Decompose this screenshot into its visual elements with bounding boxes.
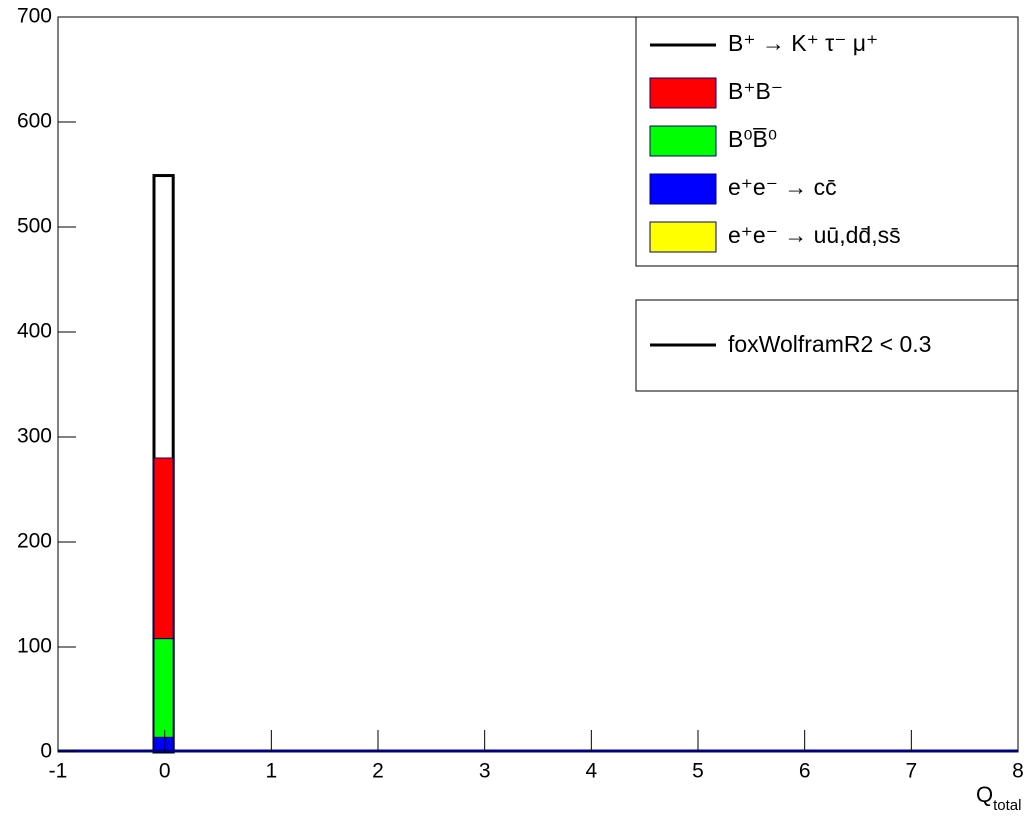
legend-swatch	[649, 125, 717, 157]
x-tick-label: 0	[159, 760, 171, 783]
x-axis-label: Qtotal	[976, 782, 1021, 814]
y-tick-label: 300	[17, 425, 52, 448]
y-tick-label: 500	[17, 215, 52, 238]
x-tick-label: 3	[479, 760, 491, 783]
legend-label: B⁺B⁻	[728, 78, 783, 104]
stack-segment	[153, 457, 174, 640]
x-tick-label: 8	[1012, 760, 1024, 783]
legend: B⁺ → K⁺ τ⁻ μ⁺ B⁺B⁻ B⁰B̅⁰ e⁺e⁻ → cc̄ e⁺e⁻ → u…	[649, 30, 901, 253]
y-tick-label: 200	[17, 530, 52, 553]
stack-segment	[153, 638, 174, 738]
legend-label: B⁰B̅⁰	[728, 126, 777, 152]
y-tick-label: 400	[17, 320, 52, 343]
marks	[152, 174, 175, 754]
x-tick-label: -1	[49, 760, 68, 783]
x-tick-label: 2	[372, 760, 384, 783]
legend-swatch	[649, 77, 717, 109]
y-tick-label: 700	[17, 5, 52, 28]
legend-swatch	[649, 173, 717, 205]
legend-label: B⁺ → K⁺ τ⁻ μ⁺	[728, 30, 878, 56]
x-tick-label: 1	[265, 760, 277, 783]
legend-label: e⁺e⁻ → cc̄	[728, 174, 837, 200]
selection-label: foxWolframR2 < 0.3	[728, 331, 931, 357]
stack-segment	[153, 736, 174, 751]
x-axis-label-main: Q	[976, 782, 993, 807]
x-axis-label-sub: total	[993, 797, 1021, 814]
x-tick-label: 5	[692, 760, 704, 783]
y-tick-label: 600	[17, 110, 52, 133]
x-tick-label: 6	[799, 760, 811, 783]
legend-swatch	[649, 221, 717, 253]
x-tick-label: 4	[585, 760, 597, 783]
y-tick-label: 100	[17, 635, 52, 658]
legend-label: e⁺e⁻ → uū,dd̄,ss̄	[728, 222, 901, 248]
x-tick-label: 7	[905, 760, 917, 783]
y-tick-label: 0	[40, 740, 52, 763]
